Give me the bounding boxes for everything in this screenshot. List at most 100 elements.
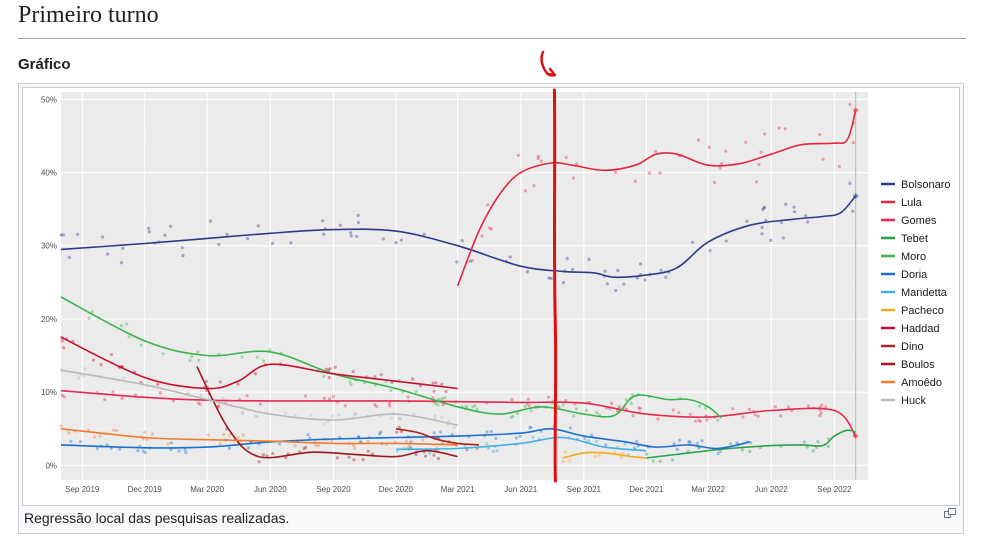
poll-point	[261, 453, 265, 457]
poll-point	[672, 442, 676, 446]
poll-point	[757, 163, 761, 167]
poll-point	[806, 220, 810, 224]
poll-point	[351, 369, 355, 374]
legend-label: Amoêdo	[901, 377, 942, 389]
legend-label: Gomes	[901, 215, 937, 227]
x-tick-label: Jun 2022	[755, 485, 788, 494]
legend-label: Boulos	[901, 359, 935, 371]
legend-label: Tebet	[901, 233, 928, 245]
poll-point	[236, 382, 240, 386]
poll-point	[643, 278, 647, 282]
poll-point	[59, 233, 63, 237]
poll-point	[518, 434, 522, 439]
poll-point	[671, 408, 675, 412]
poll-point	[561, 459, 565, 463]
poll-point	[651, 459, 655, 463]
enlarge-icon[interactable]	[944, 508, 956, 518]
poll-point	[136, 448, 140, 453]
series-line-doria	[60, 427, 751, 450]
poll-point	[525, 270, 529, 274]
poll-point	[302, 447, 306, 451]
poll-point	[347, 455, 351, 459]
y-tick-label: 0%	[45, 461, 57, 470]
poll-point	[161, 352, 165, 356]
poll-point	[304, 445, 308, 449]
result-marker	[852, 192, 859, 199]
poll-point	[654, 149, 658, 154]
poll-point	[489, 429, 493, 434]
poll-point	[399, 238, 404, 242]
poll-point	[414, 452, 418, 457]
poll-point	[645, 452, 649, 456]
poll-point	[690, 240, 695, 244]
poll-point	[848, 102, 852, 107]
poll-point	[705, 418, 709, 422]
poll-point	[421, 438, 425, 442]
poll-point	[432, 453, 436, 457]
poll-point	[485, 430, 489, 434]
poll-point	[637, 406, 641, 410]
poll-point	[335, 456, 339, 460]
poll-point	[245, 394, 249, 398]
poll-point	[754, 180, 759, 184]
poll-point	[143, 450, 147, 455]
poll-point	[208, 219, 213, 223]
poll-point	[349, 231, 353, 235]
poll-point	[697, 404, 702, 408]
poll-point	[465, 448, 469, 452]
series-line-bolsonaro	[60, 195, 857, 279]
poll-point	[245, 237, 250, 241]
poll-point	[95, 447, 99, 451]
poll-point	[91, 358, 96, 362]
poll-point	[629, 401, 633, 406]
poll-point	[163, 233, 167, 237]
title-divider	[18, 38, 966, 39]
poll-point	[143, 430, 147, 434]
poll-point	[778, 414, 783, 418]
poll-point	[688, 412, 692, 416]
poll-point	[656, 417, 660, 421]
poll-point	[826, 444, 830, 448]
poll-point	[408, 444, 412, 448]
legend-label: Bolsonaro	[901, 179, 951, 191]
poll-point	[158, 391, 163, 395]
poll-point	[837, 164, 841, 169]
poll-point	[762, 206, 766, 210]
poll-point	[792, 205, 796, 209]
poll-point	[440, 415, 444, 420]
poll-point	[783, 127, 787, 131]
poll-point	[671, 458, 675, 462]
poll-point	[373, 375, 377, 379]
poll-point	[397, 416, 401, 420]
poll-point	[431, 381, 435, 385]
poll-point	[677, 410, 681, 415]
legend-label: Lula	[901, 197, 923, 209]
poll-point	[139, 343, 143, 347]
poll-point	[595, 411, 599, 415]
poll-point	[777, 126, 781, 130]
poll-point	[333, 365, 337, 369]
poll-point	[141, 449, 145, 453]
poll-point	[443, 396, 447, 400]
poll-point	[489, 227, 494, 231]
x-tick-label: Jun 2021	[504, 485, 537, 494]
poll-point	[166, 442, 170, 446]
poll-point	[125, 322, 129, 326]
poll-point	[597, 453, 601, 457]
poll-point	[358, 440, 363, 444]
poll-point	[366, 439, 370, 444]
x-tick-label: Mar 2020	[190, 485, 224, 494]
poll-point	[197, 358, 201, 363]
figure-image[interactable]: 0% 10% 20% 30% 40% 50% Sep 2019 Dec 2019 Mar 202…	[22, 87, 960, 506]
poll-point	[587, 257, 591, 262]
poll-point	[111, 390, 115, 394]
poll-point	[366, 449, 370, 453]
poll-point	[218, 380, 222, 384]
poll-point	[635, 276, 639, 280]
poll-point	[818, 414, 822, 418]
poll-point	[78, 439, 83, 444]
poll-point	[331, 414, 335, 418]
poll-point	[309, 413, 313, 418]
poll-point	[539, 159, 543, 163]
poll-point	[495, 449, 499, 453]
